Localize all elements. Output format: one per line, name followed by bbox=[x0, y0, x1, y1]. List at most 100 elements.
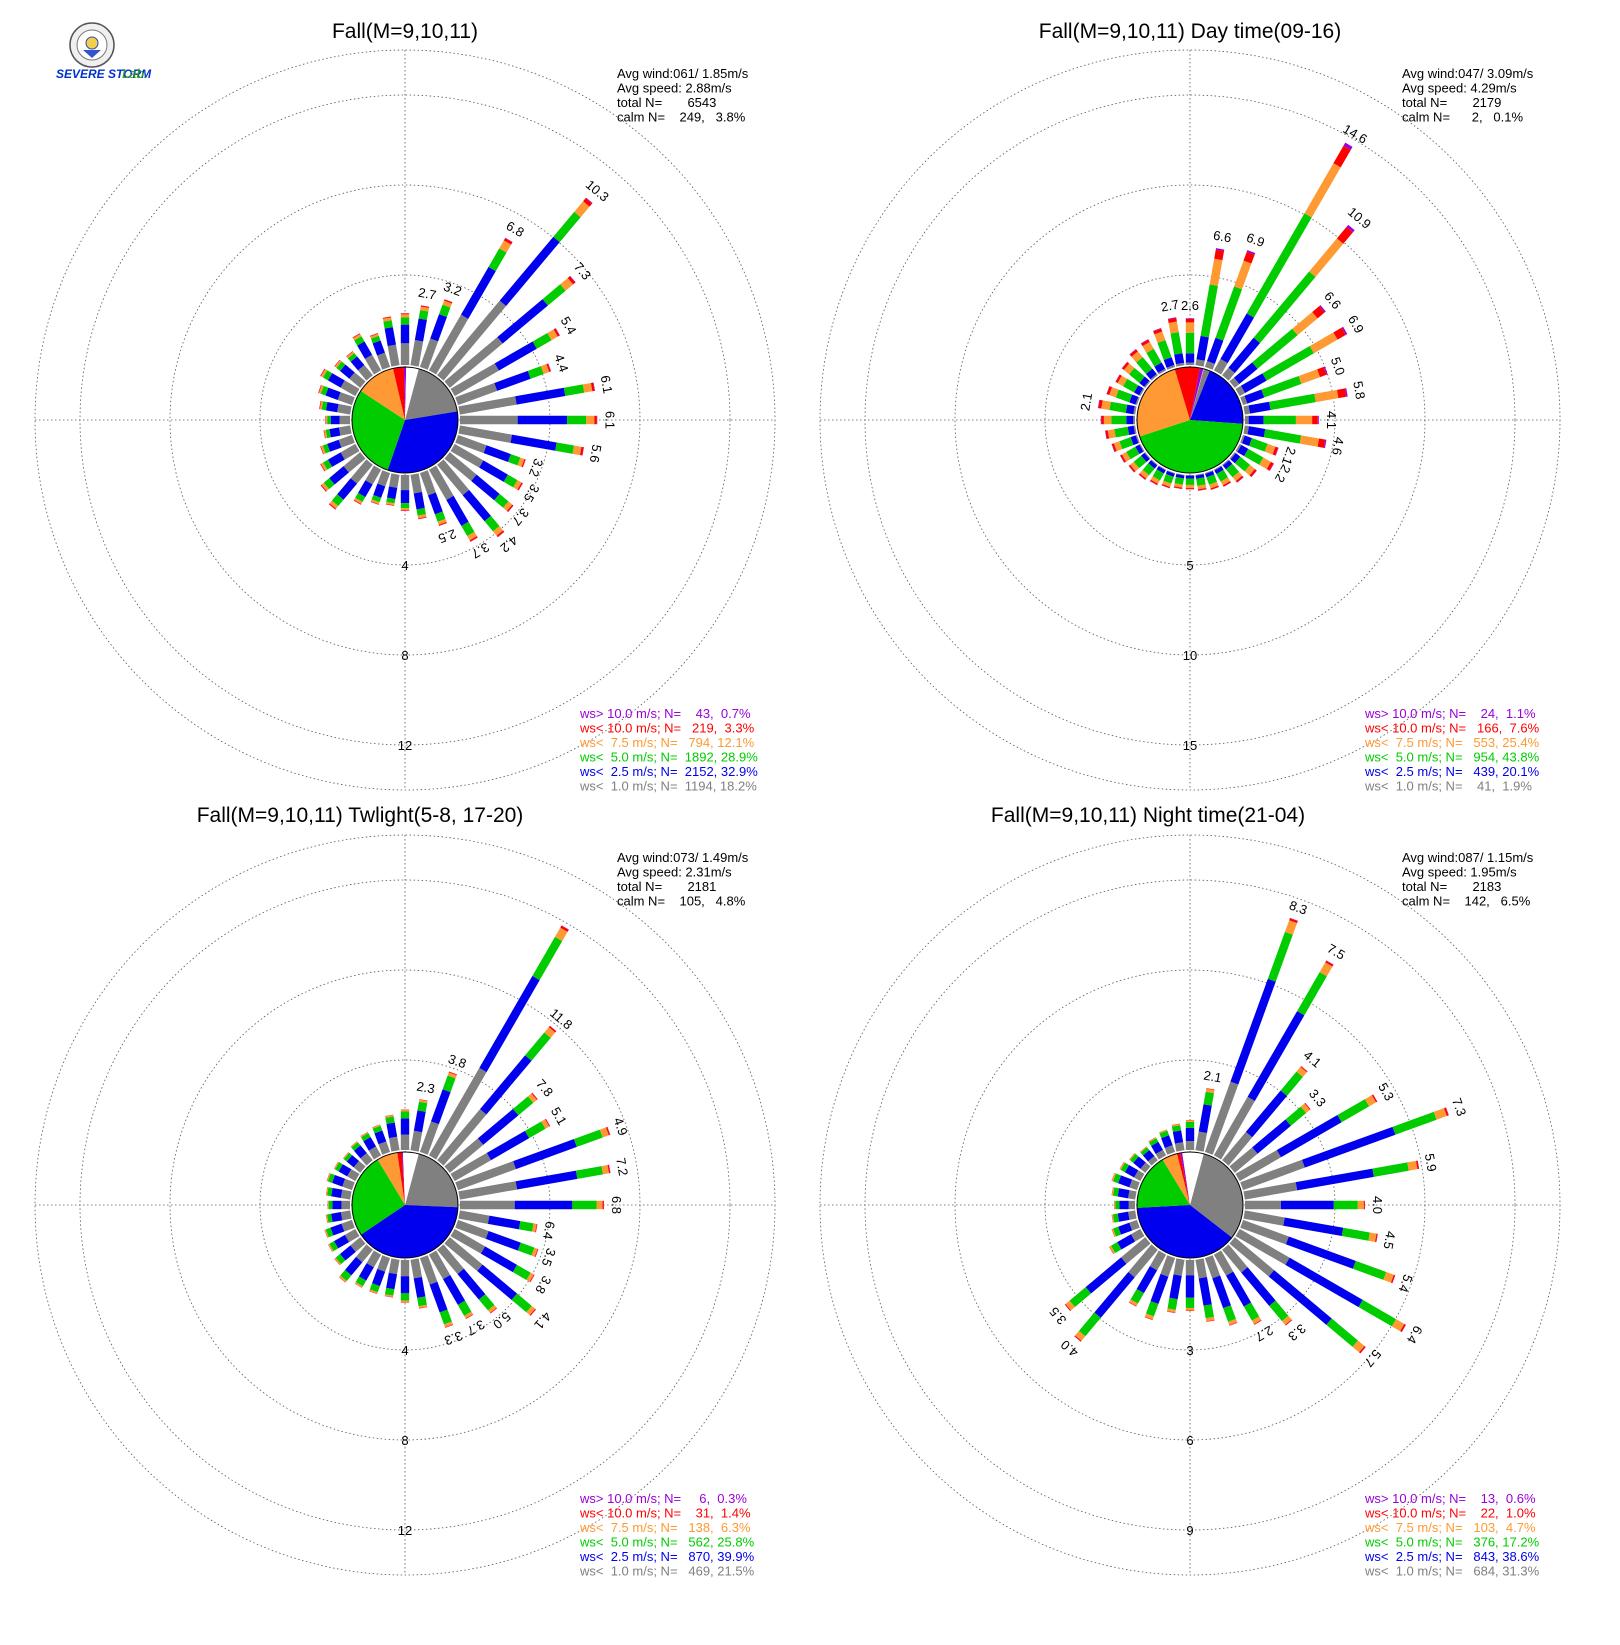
petal-segment-ws_lt1 bbox=[1129, 1201, 1135, 1209]
petal-90 bbox=[1245, 1201, 1365, 1209]
petal-segment-ws_lt10 bbox=[595, 416, 597, 424]
petal-segment-ws_lt7_5 bbox=[1169, 322, 1179, 334]
petal-segment-ws_lt5 bbox=[1204, 1304, 1214, 1318]
petal-350 bbox=[1172, 1124, 1185, 1152]
petal-segment-ws_lt1 bbox=[410, 473, 422, 493]
petal-segment-ws_lt2_5 bbox=[1186, 1128, 1194, 1141]
petal-segment-ws_lt7_5 bbox=[597, 1201, 603, 1209]
petal-segment-ws_lt2_5 bbox=[386, 1273, 397, 1290]
petal-segment-ws_lt10 bbox=[1337, 388, 1346, 398]
legend-entry-ws_lt1: ws< 1.0 m/s; N= 684, 31.3% bbox=[1364, 1564, 1540, 1579]
petal-segment-ws_lt5 bbox=[1170, 332, 1182, 355]
petal-label-50: 6.6 bbox=[1321, 289, 1344, 312]
petal-segment-ws_lt5 bbox=[329, 1201, 333, 1209]
petal-segment-ws_lt5 bbox=[1186, 1122, 1194, 1128]
petal-segment-ws_lt1 bbox=[460, 416, 518, 424]
petal-segment-ws_lt5 bbox=[1249, 438, 1268, 452]
legend-entry-ws_lt2_5: ws< 2.5 m/s; N= 2152, 32.9% bbox=[579, 764, 758, 779]
petal-segment-ws_lt5 bbox=[1196, 477, 1206, 485]
petal-segment-ws_lt2_5 bbox=[495, 341, 537, 370]
petal-label-80: 5.8 bbox=[1350, 380, 1368, 400]
legend-entry-ws_lt1: ws< 1.0 m/s; N= 469, 21.5% bbox=[579, 1564, 755, 1579]
petal-label-60: 5.4 bbox=[558, 314, 580, 337]
petal-segment-ws_lt10 bbox=[1364, 1201, 1365, 1209]
petal-segment-ws_lt5 bbox=[1393, 1112, 1437, 1135]
calm-n-text: calm N= 2, 0.1% bbox=[1402, 110, 1523, 125]
petal-segment-ws_lt2_5 bbox=[484, 445, 511, 462]
petal-label-20: 3.8 bbox=[446, 1051, 468, 1071]
petal-label-90: 4.0 bbox=[1370, 1196, 1385, 1214]
chart-title: Fall(M=9,10,11) Night time(21-04) bbox=[991, 804, 1305, 827]
petal-segment-ws_lt2_5 bbox=[443, 1275, 465, 1305]
petal-segment-ws_lt10 bbox=[401, 313, 409, 314]
petal-segment-ws_lt7_5 bbox=[1314, 390, 1338, 402]
petal-label-80: 6.1 bbox=[598, 374, 616, 394]
petal-segment-ws_lt1 bbox=[401, 343, 409, 365]
petal-label-20: 6.9 bbox=[1245, 230, 1267, 250]
petal-segment-ws_lt7_5 bbox=[1186, 1120, 1194, 1122]
petal-label-0: 2.6 bbox=[1181, 298, 1199, 313]
petal-segment-ws_lt5 bbox=[513, 1096, 533, 1115]
petal-label-10: 2.3 bbox=[416, 1079, 436, 1097]
petal-label-100: 4.6 bbox=[1329, 436, 1347, 456]
petal-label-150: 3.7 bbox=[464, 1317, 487, 1339]
petal-segment-ws_lt10 bbox=[603, 1201, 604, 1209]
petal-segment-ws_lt2_5 bbox=[414, 492, 425, 509]
petal-label-130: 4.1 bbox=[531, 1309, 554, 1332]
petal-segment-ws_lt5 bbox=[383, 320, 392, 328]
petal-label-30: 7.5 bbox=[1325, 941, 1348, 963]
petal-segment-ws_lt2_5 bbox=[1283, 1217, 1343, 1236]
petal-segment-ws_lt1 bbox=[1175, 1142, 1185, 1151]
petal-segment-ws_lt5 bbox=[1111, 416, 1126, 424]
petal-segment-ws_lt5 bbox=[1269, 394, 1316, 410]
petal-segment-ws_lt1 bbox=[1186, 475, 1194, 476]
petal-segment-ws_lt7_5 bbox=[1186, 1308, 1194, 1311]
petal-segment-ws_lt5 bbox=[555, 442, 574, 453]
petal-segment-ws_lt2_5 bbox=[331, 1212, 342, 1222]
petal-segment-ws_lt5 bbox=[1157, 340, 1171, 360]
petal-segment-ws_lt2_5 bbox=[331, 1188, 342, 1198]
avg-speed-text: Avg speed: 1.95m/s bbox=[1402, 865, 1517, 880]
petal-label-60: 5.3 bbox=[1375, 1080, 1397, 1103]
petal-segment-ws_lt2_5 bbox=[494, 371, 530, 391]
petal-segment-ws_lt2_5 bbox=[331, 416, 340, 424]
petal-label-70: 5.0 bbox=[1328, 355, 1348, 377]
ring-label-1: 4 bbox=[401, 1343, 408, 1358]
legend-entry-ws_lt7_5: ws< 7.5 m/s; N= 138, 6.3% bbox=[579, 1520, 751, 1535]
petal-segment-ws_lt5 bbox=[401, 503, 409, 508]
legend-entry-ws_lt5: ws< 5.0 m/s; N= 1892, 28.9% bbox=[579, 750, 758, 765]
ring-label-2: 8 bbox=[401, 1433, 408, 1448]
petal-segment-ws_lt5 bbox=[564, 384, 584, 396]
petal-label-40: 4.1 bbox=[1301, 1048, 1324, 1071]
petal-segment-ws_lt2_5 bbox=[401, 1118, 409, 1134]
petal-segment-ws_lt5 bbox=[440, 1310, 452, 1325]
center-pie bbox=[352, 1152, 458, 1258]
petal-label-100: 5.6 bbox=[587, 443, 605, 463]
petal-segment-ws_lt2_5 bbox=[1119, 1201, 1128, 1209]
petal-segment-ws_lt5 bbox=[1109, 402, 1127, 413]
petal-180 bbox=[401, 475, 409, 511]
petal-label-30: 14.6 bbox=[1340, 121, 1369, 147]
petal-label-70: 4.9 bbox=[611, 1115, 631, 1137]
petal-segment-ws_lt5 bbox=[1281, 1072, 1303, 1096]
petal-label-280: 2.1 bbox=[1077, 392, 1095, 412]
petal-segment-ws_lt5 bbox=[1334, 1201, 1358, 1209]
petal-segment-ws_gt10 bbox=[1318, 416, 1319, 424]
petal-segment-ws_lt1 bbox=[1195, 1131, 1207, 1151]
petal-segment-ws_lt7_5 bbox=[1186, 485, 1194, 488]
ring-label-1: 5 bbox=[1186, 558, 1193, 573]
petal-segment-ws_lt5 bbox=[1116, 390, 1132, 403]
ring-label-2: 10 bbox=[1183, 648, 1197, 663]
petal-segment-ws_lt1 bbox=[389, 1137, 400, 1152]
petal-segment-ws_lt2_5 bbox=[1248, 426, 1266, 437]
petal-segment-ws_lt2_5 bbox=[1249, 402, 1271, 414]
center-pie bbox=[352, 367, 458, 473]
avg-speed-text: Avg speed: 4.29m/s bbox=[1402, 81, 1517, 96]
petal-label-120: 3.8 bbox=[532, 1273, 554, 1296]
petal-segment-ws_lt7_5 bbox=[573, 446, 582, 456]
petal-90 bbox=[460, 1201, 604, 1209]
petal-segment-ws_lt5 bbox=[1269, 1301, 1288, 1322]
legend-entry-ws_lt1: ws< 1.0 m/s; N= 1194, 18.2% bbox=[579, 779, 757, 794]
petal-segment-ws_lt5 bbox=[567, 416, 586, 424]
petal-segment-ws_lt1 bbox=[1128, 1190, 1137, 1200]
